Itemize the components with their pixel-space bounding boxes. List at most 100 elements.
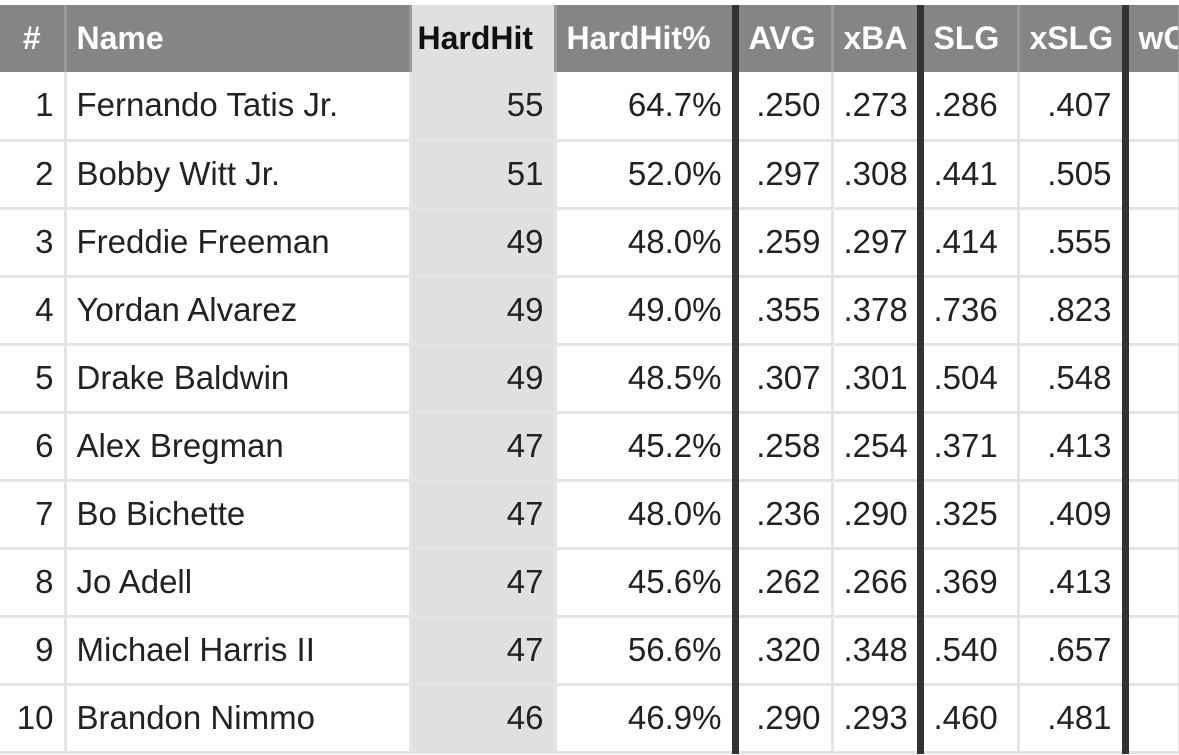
- table-cell: 56.6%: [555, 616, 737, 686]
- table-cell: Bo Bichette: [65, 480, 412, 550]
- table-cell: .413: [1018, 548, 1127, 618]
- table-row: 1 Fernando Tatis Jr. 55 64.7% .250.273.286.4…: [0, 72, 1179, 142]
- table-cell: [1121, 616, 1179, 686]
- table-row: 6 Alex Bregman 47 45.2% .258.254.371.413: [0, 412, 1179, 482]
- table-cell: .258: [731, 412, 834, 482]
- column-header: AVG: [731, 5, 834, 72]
- table-row: 2 Bobby Witt Jr. 51 52.0% .297.308.441.505: [0, 140, 1179, 210]
- table-row: 7 Bo Bichette 47 48.0% .236.290.325.409: [0, 480, 1179, 550]
- table-cell: .555: [1018, 208, 1127, 278]
- table-cell: 49: [410, 344, 557, 414]
- table-cell: 47: [410, 616, 557, 686]
- table-cell: .254: [832, 412, 922, 482]
- table-cell: .371: [916, 412, 1020, 482]
- table-row: 3 Freddie Freeman 49 48.0% .259.297.414.555: [0, 208, 1179, 278]
- table-body: 1 Fernando Tatis Jr. 55 64.7% .250.273.286.4…: [0, 72, 1179, 754]
- table-cell: 51: [410, 140, 557, 210]
- table-cell: .504: [916, 344, 1020, 414]
- table-cell: 49.0%: [555, 276, 737, 346]
- column-header: SLG: [916, 5, 1020, 72]
- table-cell: 46: [410, 684, 557, 754]
- table-cell: 5: [0, 344, 67, 414]
- table-cell: 55: [410, 72, 557, 142]
- table-cell: .409: [1018, 480, 1127, 550]
- table-cell: .266: [832, 548, 922, 618]
- table-cell: 2: [0, 140, 67, 210]
- table-cell: 9: [0, 616, 67, 686]
- table-cell: 1: [0, 72, 67, 142]
- table-cell: .236: [731, 480, 834, 550]
- table-cell: 7: [0, 480, 67, 550]
- column-header: Name: [65, 5, 412, 72]
- table-cell: .290: [731, 684, 834, 754]
- column-header: #: [0, 5, 67, 72]
- table-cell: [1121, 140, 1179, 210]
- table-cell: .736: [916, 276, 1020, 346]
- table-row: 4 Yordan Alvarez 49 49.0% .355.378.736.823: [0, 276, 1179, 346]
- table-cell: [1121, 480, 1179, 550]
- table-cell: .307: [731, 344, 834, 414]
- table-cell: 6: [0, 412, 67, 482]
- table-cell: 48.0%: [555, 480, 737, 550]
- table-cell: 47: [410, 412, 557, 482]
- table-cell: .301: [832, 344, 922, 414]
- table-cell: Freddie Freeman: [65, 208, 412, 278]
- table-cell: Michael Harris II: [65, 616, 412, 686]
- table-cell: 49: [410, 208, 557, 278]
- column-header: xSLG: [1018, 5, 1127, 72]
- table-cell: .823: [1018, 276, 1127, 346]
- table-cell: Drake Baldwin: [65, 344, 412, 414]
- table-cell: .460: [916, 684, 1020, 754]
- table-cell: 47: [410, 548, 557, 618]
- table-cell: .407: [1018, 72, 1127, 142]
- table-cell: 8: [0, 548, 67, 618]
- table-row: 10 Brandon Nimmo 46 46.9% .290.293.460.481: [0, 684, 1179, 754]
- table-cell: .657: [1018, 616, 1127, 686]
- table-cell: .286: [916, 72, 1020, 142]
- table-cell: Jo Adell: [65, 548, 412, 618]
- table-cell: .441: [916, 140, 1020, 210]
- table-cell: [1121, 548, 1179, 618]
- table-cell: .325: [916, 480, 1020, 550]
- table-cell: Yordan Alvarez: [65, 276, 412, 346]
- table-cell: Fernando Tatis Jr.: [65, 72, 412, 142]
- table-cell: .481: [1018, 684, 1127, 754]
- table-cell: .308: [832, 140, 922, 210]
- table-cell: [1121, 208, 1179, 278]
- table-cell: Bobby Witt Jr.: [65, 140, 412, 210]
- table-cell: .273: [832, 72, 922, 142]
- table-cell: [1121, 344, 1179, 414]
- table-cell: .250: [731, 72, 834, 142]
- table-cell: 45.2%: [555, 412, 737, 482]
- table-row: 5 Drake Baldwin 49 48.5% .307.301.504.548: [0, 344, 1179, 414]
- table-cell: .378: [832, 276, 922, 346]
- table-cell: .259: [731, 208, 834, 278]
- table-cell: .320: [731, 616, 834, 686]
- table-cell: 49: [410, 276, 557, 346]
- table-cell: .355: [731, 276, 834, 346]
- table-cell: Brandon Nimmo: [65, 684, 412, 754]
- table-cell: 52.0%: [555, 140, 737, 210]
- table-cell: .297: [731, 140, 834, 210]
- table-cell: 10: [0, 684, 67, 754]
- table-cell: 46.9%: [555, 684, 737, 754]
- table-cell: .505: [1018, 140, 1127, 210]
- table-cell: Alex Bregman: [65, 412, 412, 482]
- table-cell: 64.7%: [555, 72, 737, 142]
- table-cell: .414: [916, 208, 1020, 278]
- column-header: xBA: [832, 5, 922, 72]
- column-header: HardHit: [410, 5, 557, 72]
- table-cell: 3: [0, 208, 67, 278]
- table-cell: [1121, 684, 1179, 754]
- table-cell: 48.5%: [555, 344, 737, 414]
- table-cell: 4: [0, 276, 67, 346]
- table-cell: .413: [1018, 412, 1127, 482]
- table-cell: .348: [832, 616, 922, 686]
- table-cell: .540: [916, 616, 1020, 686]
- table-cell: [1121, 72, 1179, 142]
- table-cell: [1121, 276, 1179, 346]
